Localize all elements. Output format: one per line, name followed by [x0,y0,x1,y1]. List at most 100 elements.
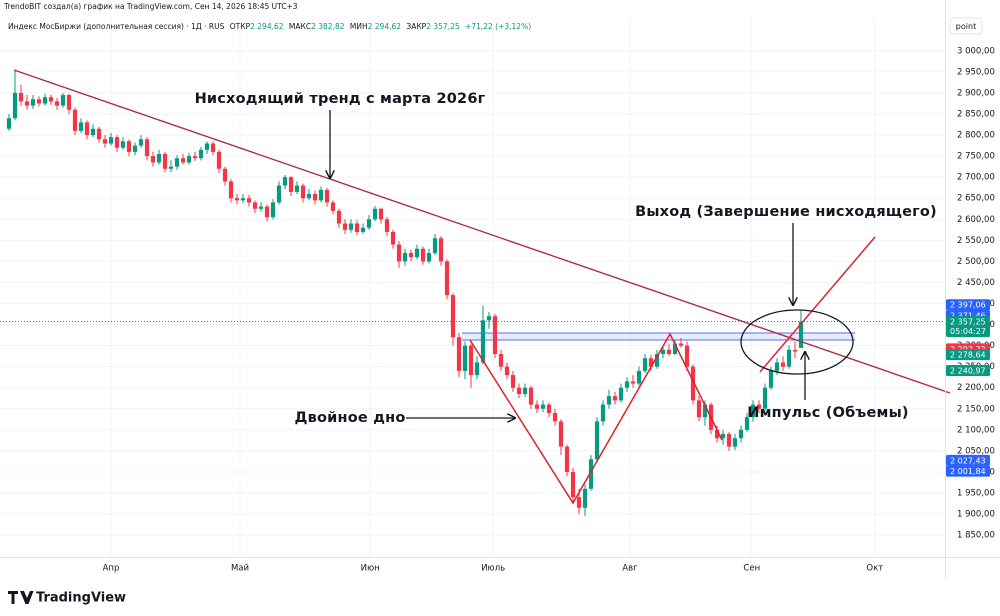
candle-body [630,381,636,384]
candle-body [210,143,216,152]
candle-body [408,252,414,258]
candle-body [612,396,618,401]
candle-body [624,381,630,388]
y-tick-label: 1 850,00 [957,531,995,541]
candle-body [366,219,372,228]
legend-value: 2 294,62 [368,22,402,31]
watermark: TrendoBIT создал(а) график на TradingVie… [3,2,298,11]
candle-body [390,231,396,245]
logo [8,591,34,604]
candle-body [732,438,738,447]
candle-body [606,396,612,405]
candle-body [84,122,90,136]
legend-label: ОТКР [230,22,251,31]
candle-body [720,434,726,439]
candle-body [696,400,702,418]
price-marker-label: 2 001,84 [950,467,986,476]
candle-body [774,362,780,371]
highlight-ellipse [740,309,854,375]
price-marker [946,349,990,361]
candle-body [354,223,360,232]
candle-body [72,109,78,131]
candle-body [36,99,42,104]
annotation: Выход (Завершение нисходящего) [635,204,937,220]
candle-body [546,404,552,413]
brand-name: TradingView [36,591,126,606]
candle-body [468,345,474,376]
candle-body [780,362,786,367]
x-tick-label: Июн [361,564,380,574]
candle-body [432,238,438,253]
candle-body [168,166,174,169]
candle-body [192,156,198,159]
candle-body [6,118,12,129]
price-marker [946,316,990,338]
legend-value: 2 382,82 [311,22,345,31]
candle-body [636,370,642,384]
candle-body [42,97,48,104]
legend: Индекс МосБиржи (дополнительная сессия) … [8,22,531,31]
candle-body [456,337,462,371]
candle-body [186,156,192,163]
legend-label: ЗАКР [406,22,426,31]
drawings: Нисходящий тренд с марта 2026г Выход (За… [13,69,951,505]
candle-body [750,404,756,418]
candle-body [270,202,276,218]
price-marker-label: 2 240,97 [950,366,986,375]
candle-body [672,343,678,355]
candle-body [342,223,348,230]
x-tick-label: Апр [103,564,120,574]
y-tick-label: 2 950,00 [957,67,995,77]
candle-body [54,101,60,106]
legend-name: Индекс МосБиржи (дополнительная сессия) … [8,22,225,31]
candle-body [504,366,510,376]
candle-body [204,143,210,150]
candle-body [264,206,270,218]
pattern-line [469,332,723,505]
scale-button[interactable] [949,17,983,35]
candle-body [654,354,660,367]
candle-body [18,92,24,102]
y-tick-label: 3 000,00 [957,46,995,56]
candle-body [30,99,36,106]
candle-body [282,177,288,186]
candle-body [114,137,120,148]
candles [0,69,945,517]
grid [0,18,945,557]
countdown: 05:04:27 [950,327,986,336]
scale-button-label[interactable]: point [956,22,976,31]
candle-body [240,198,246,201]
candle-body [486,316,492,321]
y-tick-label: 2 500,00 [957,257,995,267]
candle-body [768,370,774,388]
candle-body [252,202,258,209]
candle-body [690,366,696,401]
price-marker [946,364,990,376]
candle-body [222,168,228,182]
y-tick-label: 2 200,00 [957,383,995,393]
annotation: Нисходящий тренд с марта 2026г [195,91,486,107]
candle-body [462,345,468,371]
y-tick-label: 1 900,00 [957,510,995,520]
legend-value: 2 294,62 [250,22,284,31]
x-tick-label: Июль [481,564,505,574]
candle-body [702,404,708,418]
candle-body [426,252,432,262]
branding: TradingView [8,591,126,606]
candle-body [348,223,354,230]
candle-body [642,358,648,371]
x-tick-label: Авг [622,564,638,574]
candle-body [174,158,180,167]
candle-body [576,497,582,508]
candle-body [618,387,624,401]
candle-body [228,181,234,199]
candle-body [24,101,30,106]
trend-line [13,69,951,394]
candle-body [648,358,654,367]
legend-change: +71,22 (+3,12%) [465,22,531,31]
candle-body [666,349,672,355]
candle-body [294,185,300,192]
price-marker-label: 2 027,43 [950,456,986,465]
